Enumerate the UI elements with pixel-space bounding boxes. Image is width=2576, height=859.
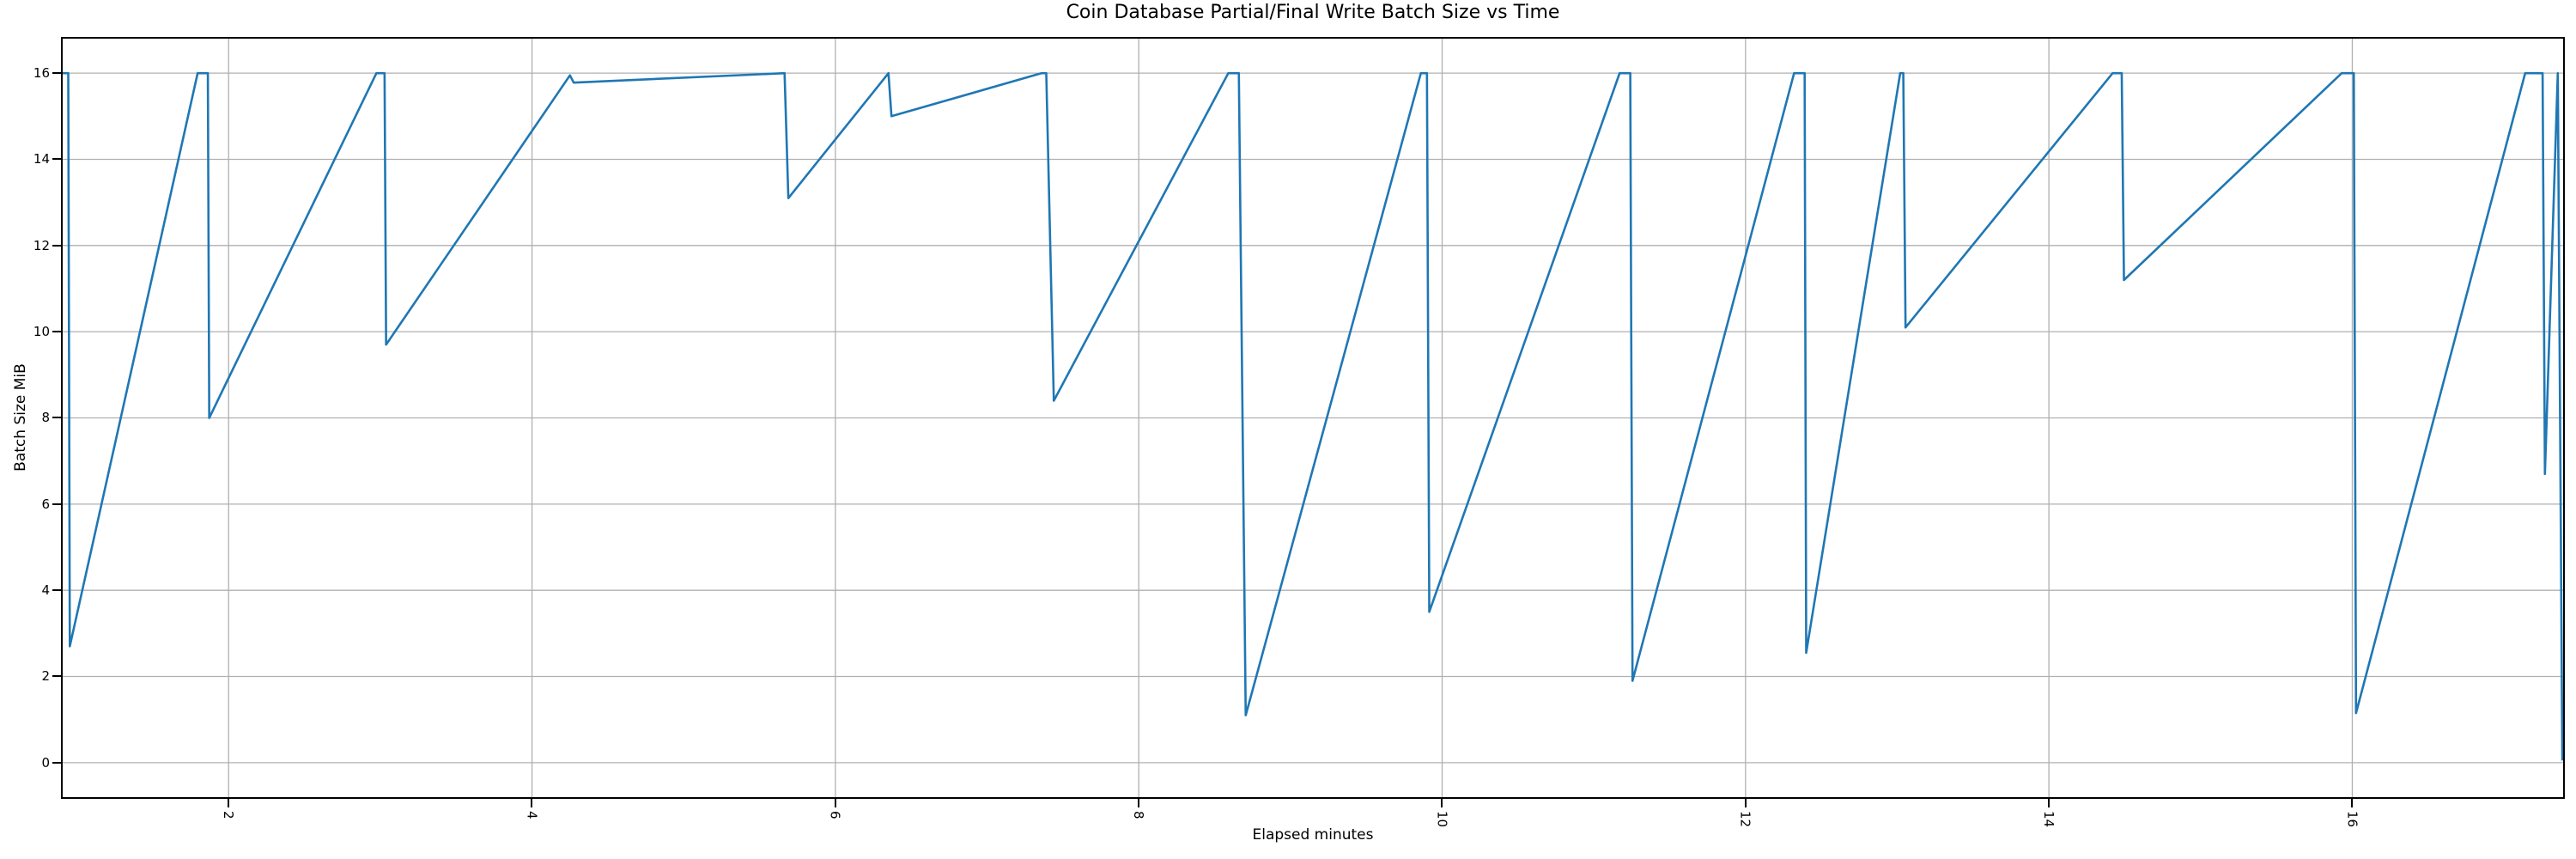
y-tick-label: 10 bbox=[33, 323, 50, 339]
plot-canvas bbox=[63, 39, 2563, 797]
x-tick-mark bbox=[227, 799, 229, 807]
x-tick-label: 10 bbox=[1434, 811, 1450, 828]
y-tick-label: 16 bbox=[33, 64, 50, 81]
x-tick-mark bbox=[1441, 799, 1443, 807]
y-tick-label: 2 bbox=[41, 668, 50, 685]
series-line-write-batch-size bbox=[63, 71, 2563, 761]
x-tick-label: 4 bbox=[524, 811, 540, 819]
x-tick-label: 14 bbox=[2041, 811, 2057, 828]
x-tick-label: 8 bbox=[1131, 811, 1147, 819]
x-tick-mark bbox=[1744, 799, 1747, 807]
x-tick-label: 6 bbox=[827, 811, 843, 819]
y-tick-label: 4 bbox=[41, 582, 50, 599]
y-tick-mark bbox=[52, 330, 61, 332]
y-tick-label: 14 bbox=[33, 151, 50, 168]
y-tick-mark bbox=[52, 158, 61, 161]
y-tick-mark bbox=[52, 761, 61, 764]
x-tick-mark bbox=[834, 799, 836, 807]
y-tick-mark bbox=[52, 71, 61, 74]
y-tick-mark bbox=[52, 503, 61, 505]
y-tick-label: 12 bbox=[33, 237, 50, 253]
x-tick-mark bbox=[2048, 799, 2050, 807]
y-tick-mark bbox=[52, 675, 61, 678]
y-tick-mark bbox=[52, 589, 61, 592]
y-tick-mark bbox=[52, 417, 61, 419]
y-axis-label: Batch Size MiB bbox=[12, 363, 29, 472]
x-tick-mark bbox=[2351, 799, 2354, 807]
y-tick-mark bbox=[52, 244, 61, 247]
x-tick-label: 16 bbox=[2344, 811, 2360, 828]
y-tick-label: 8 bbox=[41, 410, 50, 426]
x-tick-mark bbox=[1138, 799, 1140, 807]
chart-title: Coin Database Partial/Final Write Batch … bbox=[1066, 2, 1560, 23]
x-tick-label: 12 bbox=[1737, 811, 1753, 828]
x-tick-label: 2 bbox=[220, 811, 236, 819]
x-tick-mark bbox=[531, 799, 533, 807]
plot-area bbox=[61, 37, 2565, 799]
y-tick-label: 0 bbox=[41, 754, 50, 771]
y-tick-label: 6 bbox=[41, 496, 50, 512]
x-axis-label: Elapsed minutes bbox=[1252, 826, 1374, 844]
